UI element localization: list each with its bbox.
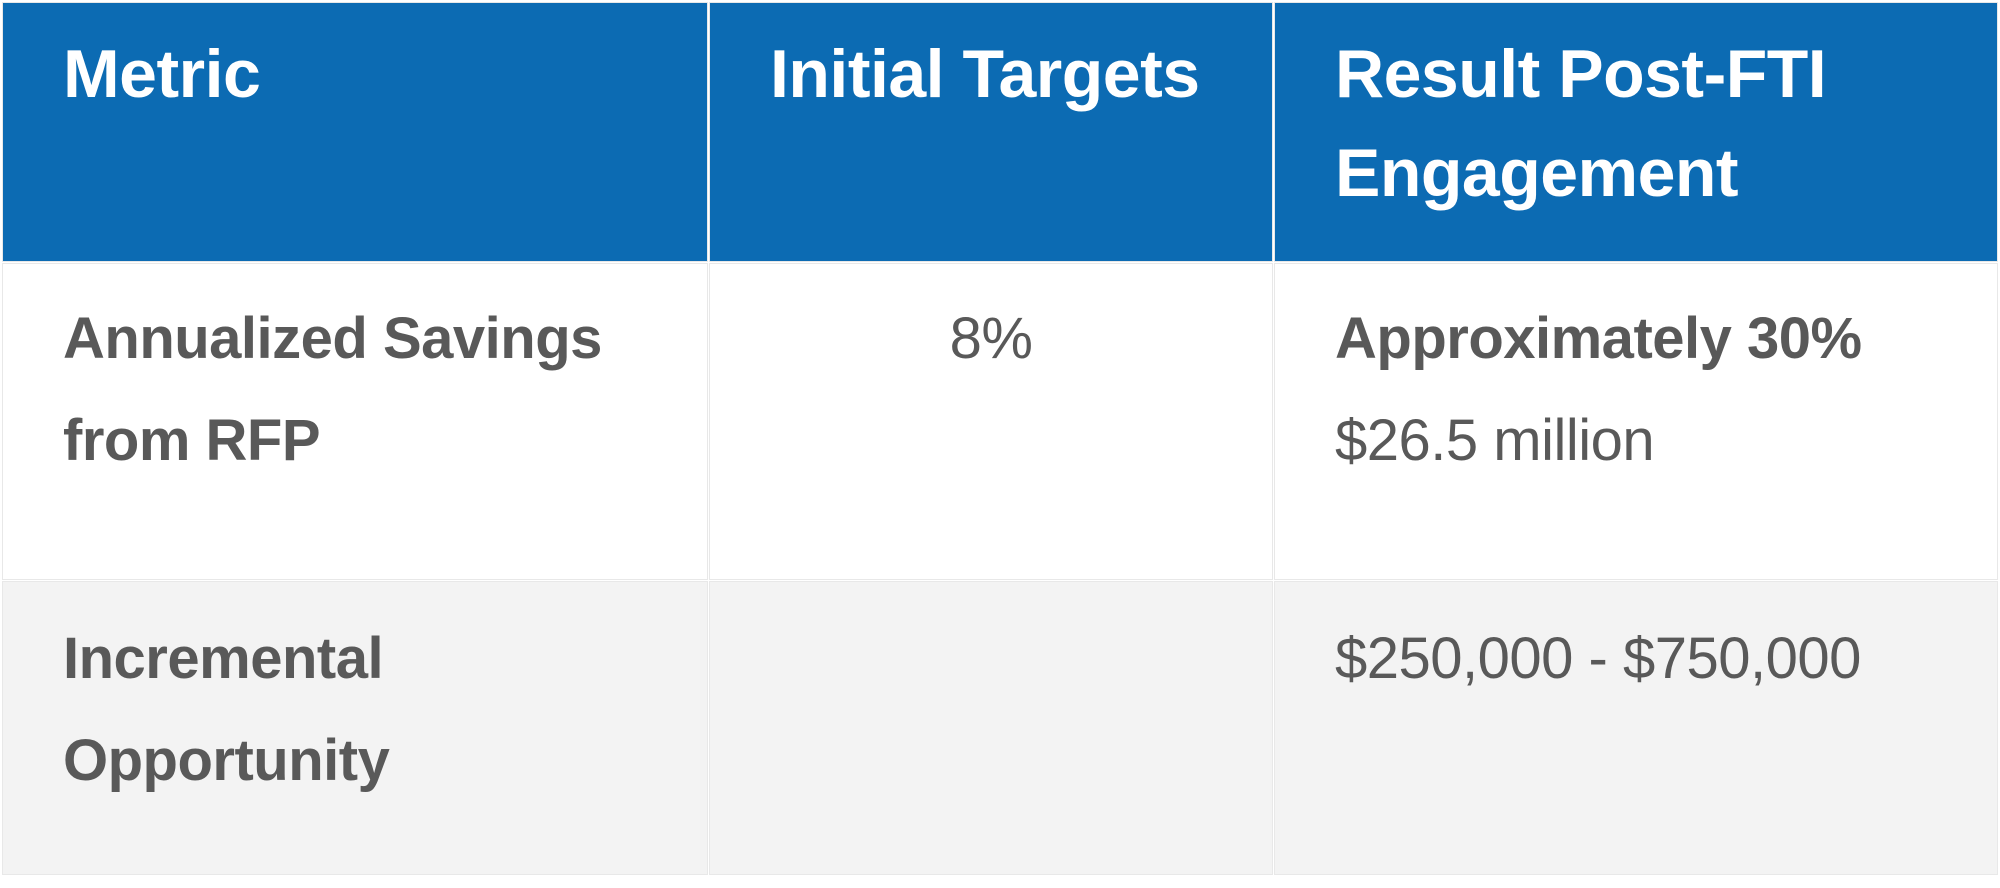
table-row-incremental-opportunity: Incremental Opportunity $250,000 - $750,… — [3, 582, 1997, 874]
cell-metric-incremental-opportunity: Incremental Opportunity — [3, 582, 707, 874]
result-secondary-text: $26.5 million — [1335, 407, 1655, 473]
header-row: Metric Initial Targets Result Post-FTI E… — [3, 3, 1997, 261]
cell-initial-target-annualized-savings: 8% — [710, 264, 1272, 579]
header-cell-initial-targets: Initial Targets — [710, 3, 1272, 261]
header-cell-result-post-fti: Result Post-FTI Engagement — [1275, 3, 1997, 261]
result-primary-text: Approximately 30% — [1335, 306, 1862, 371]
cell-result-incremental-opportunity: $250,000 - $750,000 — [1275, 582, 1997, 874]
header-cell-metric: Metric — [3, 3, 707, 261]
result-secondary-text: $250,000 - $750,000 — [1335, 626, 1861, 691]
cell-initial-target-incremental-opportunity — [710, 582, 1272, 874]
cell-metric-annualized-savings: Annualized Savings from RFP — [3, 264, 707, 579]
table-row-annualized-savings: Annualized Savings from RFP 8% Approxima… — [3, 264, 1997, 579]
cell-result-annualized-savings: Approximately 30% $26.5 million — [1275, 264, 1997, 579]
